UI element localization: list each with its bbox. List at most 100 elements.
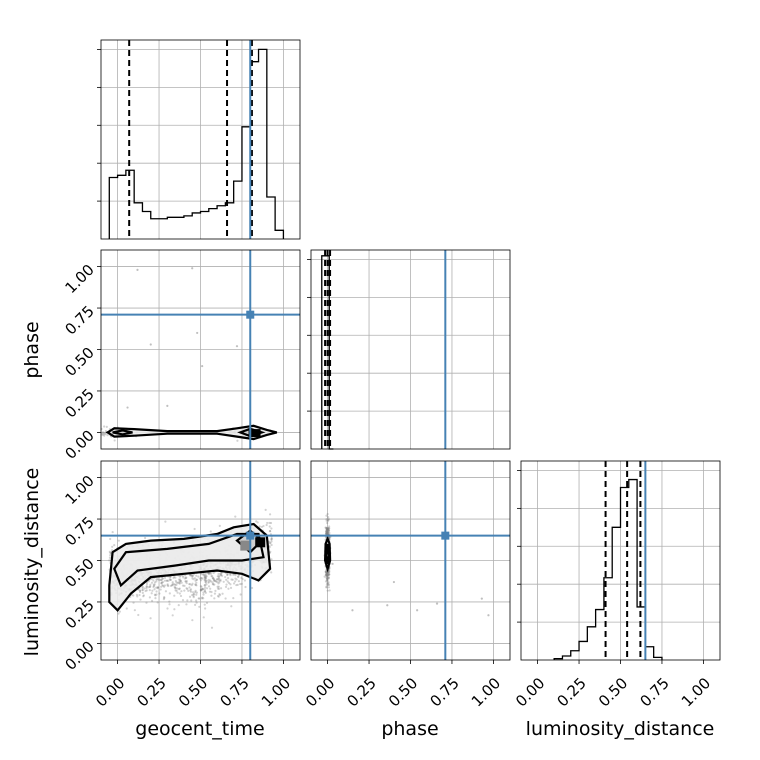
panel-luminosity-distance-vs-geocent-time-point [160,582,163,585]
panel-luminosity-distance-vs-geocent-time-point [218,579,221,582]
xlabel-phase: phase [381,718,438,740]
ytick-label-phase-3: 0.75 [61,302,97,338]
panel-luminosity-distance-vs-geocent-time-point [200,573,203,576]
panel-luminosity-distance-vs-geocent-time-point [268,530,272,533]
panel-luminosity-distance-vs-geocent-time-point [180,590,183,593]
panel-luminosity-distance-vs-geocent-time-point [169,578,172,581]
xtick-label-phase-1: 0.25 [344,674,380,710]
panel-luminosity-distance-vs-geocent-time-point [203,576,206,579]
panel-luminosity-distance-vs-geocent-time-point [204,586,207,589]
panel-luminosity-distance-vs-phase-point [327,571,331,574]
panel-luminosity-distance-vs-geocent-time-point [168,600,171,603]
panel-luminosity-distance-vs-geocent-time-point [174,583,177,586]
panel-luminosity-distance-vs-geocent-time-point [221,592,224,595]
panel-luminosity-distance-vs-geocent-time-point [203,584,206,587]
panel-luminosity-distance-vs-geocent-time-point [229,583,232,586]
panel-luminosity-distance-vs-geocent-time-point [260,525,264,529]
panel-luminosity-distance-vs-geocent-time-point [228,573,232,576]
panel-luminosity-distance-vs-geocent-time-point [194,583,197,586]
panel-luminosity-distance-vs-geocent-time-point [227,587,230,590]
panel-luminosity-distance-vs-geocent-time-mode [255,537,266,548]
panel-luminosity-distance-vs-geocent-time-point [156,586,160,589]
panel-luminosity-distance-vs-phase-outlier-5 [351,609,354,612]
panel-luminosity-distance-vs-geocent-time-point [194,579,197,582]
panel-luminosity-distance-vs-geocent-time-point [161,584,164,587]
panel-luminosity-distance-vs-geocent-time-point [183,584,186,587]
panel-luminosity-distance-vs-geocent-time-point [212,577,215,580]
panel-luminosity-distance-vs-geocent-time-point [202,587,205,590]
panel-luminosity-distance-vs-phase-point [327,576,330,579]
hist-geocent_time-bin-7 [167,217,175,239]
panel-phase-vs-geocent-time-point [101,431,105,434]
panel-luminosity-distance-vs-geocent-time-point [169,576,172,579]
panel-luminosity-distance-vs-geocent-time-point [153,581,157,584]
panel-luminosity-distance-vs-geocent-time-point [117,612,120,615]
panel-luminosity-distance-vs-phase-point [328,569,331,572]
panel-luminosity-distance-vs-geocent-time-point [176,591,179,594]
panel-luminosity-distance-vs-phase-point [327,572,330,575]
panel-luminosity-distance-vs-geocent-time-point [171,584,174,587]
hist-luminosity_distance-bin-6 [604,578,612,660]
panel-luminosity-distance-vs-phase-point [326,527,329,530]
panel-luminosity-distance-vs-geocent-time-point [179,579,182,582]
panel-luminosity-distance-vs-phase-outlier-3 [480,597,483,600]
panel-luminosity-distance-vs-geocent-time-point [193,577,197,580]
panel-luminosity-distance-vs-geocent-time-point [108,550,111,554]
panel-luminosity-distance-vs-phase-point [325,572,328,575]
panel-luminosity-distance-vs-geocent-time-point [160,585,163,588]
panel-luminosity-distance-vs-geocent-time-point [109,554,112,557]
panel-luminosity-distance-vs-geocent-time-point [201,587,204,591]
panel-luminosity-distance-vs-phase-point [327,515,330,519]
panel-luminosity-distance-vs-geocent-time-point [191,593,194,597]
panel-luminosity-distance-vs-geocent-time-point [163,585,166,588]
panel-luminosity-distance-vs-geocent-time-point [224,597,227,600]
panel-luminosity-distance-vs-phase-point [326,582,329,585]
panel-luminosity-distance-vs-geocent-time-point [141,589,144,592]
ytick-label-luminosity_distance-0: 0.00 [61,638,97,674]
panel-luminosity-distance-vs-geocent-time-point [185,580,189,583]
panel-luminosity-distance-vs-geocent-time-point [192,593,195,596]
panel-luminosity-distance-vs-geocent-time-point [108,556,112,559]
panel-luminosity-distance-vs-geocent-time-point [224,575,227,579]
panel-luminosity-distance-vs-geocent-time-point [207,585,211,588]
panel-luminosity-distance-vs-geocent-time-point [216,578,219,581]
panel-luminosity-distance-vs-geocent-time-point [195,599,198,602]
panel-luminosity-distance-vs-geocent-time-point [216,594,220,598]
panel-luminosity-distance-vs-geocent-time-point [152,585,155,589]
panel-luminosity-distance-vs-geocent-time-point [174,576,177,579]
panel-phase-vs-geocent-time-point [103,425,106,428]
panel-luminosity-distance-vs-phase-point [326,531,329,535]
panel-luminosity-distance-vs-geocent-time-point [209,530,212,533]
panel-luminosity-distance-vs-geocent-time-point [201,596,204,599]
panel-luminosity-distance-vs-geocent-time-point [161,584,165,587]
panel-luminosity-distance-vs-phase-point [327,573,331,576]
panel-luminosity-distance-vs-geocent-time-point [169,578,172,582]
panel-luminosity-distance-vs-geocent-time-point [191,582,194,585]
xtick-label-luminosity_distance-4: 1.00 [678,674,714,710]
panel-luminosity-distance-vs-geocent-time-point [219,574,223,577]
panel-luminosity-distance-vs-phase-point [326,574,329,578]
panel-luminosity-distance-vs-geocent-time-point [163,576,167,580]
panel-luminosity-distance-vs-phase-point [323,575,326,578]
panel-luminosity-distance-vs-geocent-time-point [210,574,213,578]
panel-luminosity-distance-vs-geocent-time-point [205,575,208,578]
axis-labels: geocent_time phase luminosity_distance p… [21,321,714,740]
panel-luminosity-distance-vs-geocent-time-point [189,590,193,593]
panel-phase-vs-geocent-time-point [102,432,105,435]
panel-luminosity-distance-vs-geocent-time-point [151,589,154,592]
panel-luminosity-distance-vs-geocent-time-point [138,589,142,592]
panel-luminosity-distance-vs-geocent-time-point [218,593,221,596]
panel-luminosity-distance-vs-geocent-time-point [169,584,173,587]
panel-luminosity-distance-vs-geocent-time-point [155,593,158,596]
panel-luminosity-distance-vs-geocent-time-point [213,592,217,595]
panel-luminosity-distance-vs-geocent-time-point [184,580,187,583]
panel-luminosity-distance-vs-geocent-time-point [207,580,211,583]
panel-luminosity-distance-vs-geocent-time-point [203,588,206,591]
panel-luminosity-distance-vs-geocent-time-point [237,580,241,583]
panel-luminosity-distance-vs-geocent-time-point [235,583,238,587]
panel-luminosity-distance-vs-geocent-time-point [145,582,149,586]
panel-luminosity-distance-vs-phase-point [324,573,327,577]
panel-luminosity-distance-vs-geocent-time-point [166,607,169,610]
panel-luminosity-distance-vs-geocent-time-point [191,574,194,577]
panel-luminosity-distance-vs-geocent-time-point [142,594,145,597]
